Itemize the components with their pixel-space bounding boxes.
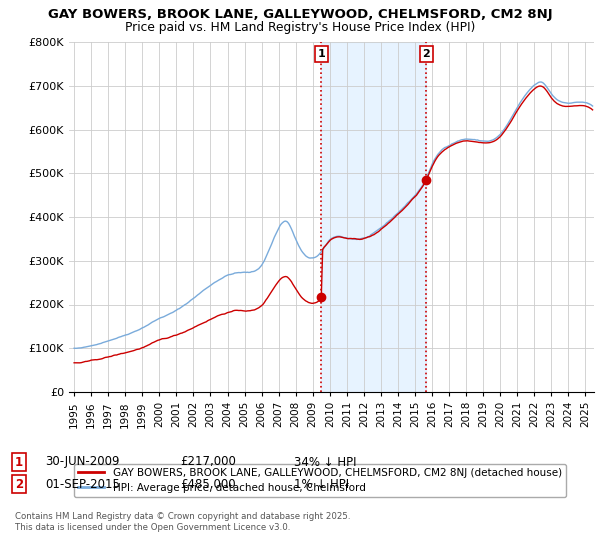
Text: £217,000: £217,000 (180, 455, 236, 469)
Text: 1: 1 (317, 49, 325, 59)
Text: £485,000: £485,000 (180, 478, 236, 491)
Legend: GAY BOWERS, BROOK LANE, GALLEYWOOD, CHELMSFORD, CM2 8NJ (detached house), HPI: A: GAY BOWERS, BROOK LANE, GALLEYWOOD, CHEL… (74, 464, 566, 497)
Text: 34% ↓ HPI: 34% ↓ HPI (294, 455, 356, 469)
Text: 1% ↓ HPI: 1% ↓ HPI (294, 478, 349, 491)
Text: 01-SEP-2015: 01-SEP-2015 (45, 478, 120, 491)
Text: 2: 2 (422, 49, 430, 59)
Text: Price paid vs. HM Land Registry's House Price Index (HPI): Price paid vs. HM Land Registry's House … (125, 21, 475, 34)
Text: 2: 2 (15, 478, 23, 491)
Text: Contains HM Land Registry data © Crown copyright and database right 2025.
This d: Contains HM Land Registry data © Crown c… (15, 512, 350, 532)
Bar (321, 42, 427, 392)
Text: GAY BOWERS, BROOK LANE, GALLEYWOOD, CHELMSFORD, CM2 8NJ: GAY BOWERS, BROOK LANE, GALLEYWOOD, CHEL… (47, 8, 553, 21)
Text: 30-JUN-2009: 30-JUN-2009 (45, 455, 119, 469)
Text: 1: 1 (15, 455, 23, 469)
